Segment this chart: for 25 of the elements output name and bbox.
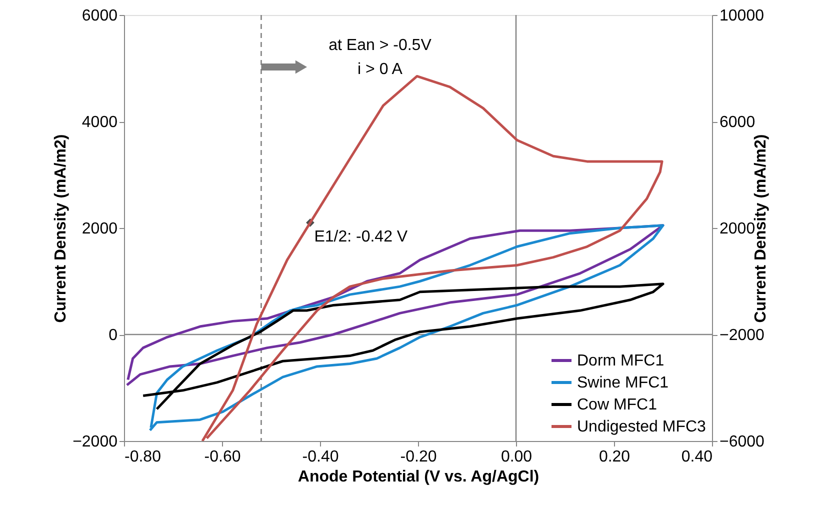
x-tick-label: -0.80	[124, 448, 162, 466]
legend-label: Dorm MFC1	[577, 352, 664, 370]
x-axis-title: Anode Potential (V vs. Ag/AgCl)	[298, 468, 540, 486]
y2-tick-label: −2000	[720, 327, 765, 344]
x-tick-label: -0.20	[400, 448, 437, 466]
legend-label: Cow MFC1	[577, 396, 658, 414]
y-tick-label: 4000	[82, 114, 118, 131]
y2-tick-label: 10000	[720, 8, 764, 24]
x-tick-label: -0.40	[302, 448, 339, 466]
x-tick-label: -0.60	[204, 448, 241, 466]
y-tick-label: −2000	[72, 434, 118, 450]
y-axis-title: Current Density (mA/m2)	[52, 134, 70, 323]
x-tick-label: 0.40	[681, 448, 713, 466]
annotation: E1/2: -0.42 V	[314, 228, 408, 246]
y2-tick-label: −6000	[720, 434, 765, 450]
annotation: at Ean > -0.5V	[328, 37, 432, 54]
y-tick-label: 6000	[82, 8, 118, 24]
x-tick-label: 0.00	[500, 448, 532, 466]
annotation: i > 0 A	[358, 61, 403, 78]
y-tick-label: 2000	[82, 220, 118, 238]
x-tick-label: 0.20	[598, 448, 630, 466]
y-tick-label: 0	[108, 327, 118, 344]
legend-label: Undigested MFC3	[577, 418, 706, 436]
legend-label: Swine MFC1	[577, 374, 669, 392]
y2-tick-label: 6000	[720, 114, 756, 131]
